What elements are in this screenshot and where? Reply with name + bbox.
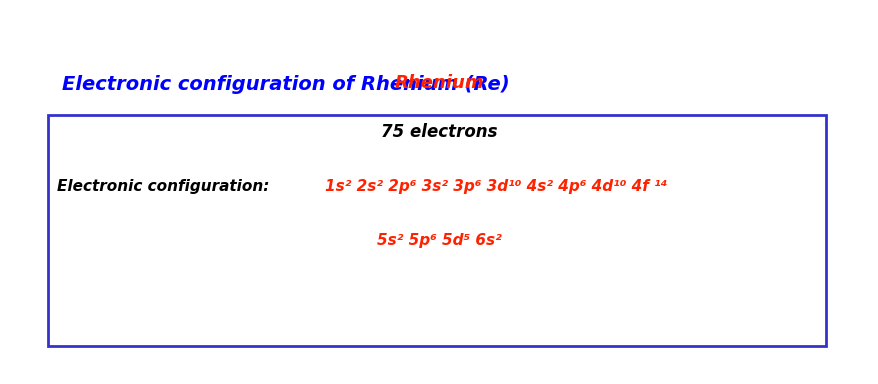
Text: Electronic configuration:: Electronic configuration: <box>57 179 275 194</box>
Text: Rhenium: Rhenium <box>394 74 484 91</box>
Text: 75 electrons: 75 electrons <box>381 124 497 141</box>
Text: 5s² 5p⁶ 5d⁵ 6s²: 5s² 5p⁶ 5d⁵ 6s² <box>377 232 501 248</box>
Text: Electronic configuration of Rhenium (Re): Electronic configuration of Rhenium (Re) <box>61 75 508 94</box>
Text: 1s² 2s² 2p⁶ 3s² 3p⁶ 3d¹⁰ 4s² 4p⁶ 4d¹⁰ 4f ¹⁴: 1s² 2s² 2p⁶ 3s² 3p⁶ 3d¹⁰ 4s² 4p⁶ 4d¹⁰ 4f… <box>325 179 667 194</box>
